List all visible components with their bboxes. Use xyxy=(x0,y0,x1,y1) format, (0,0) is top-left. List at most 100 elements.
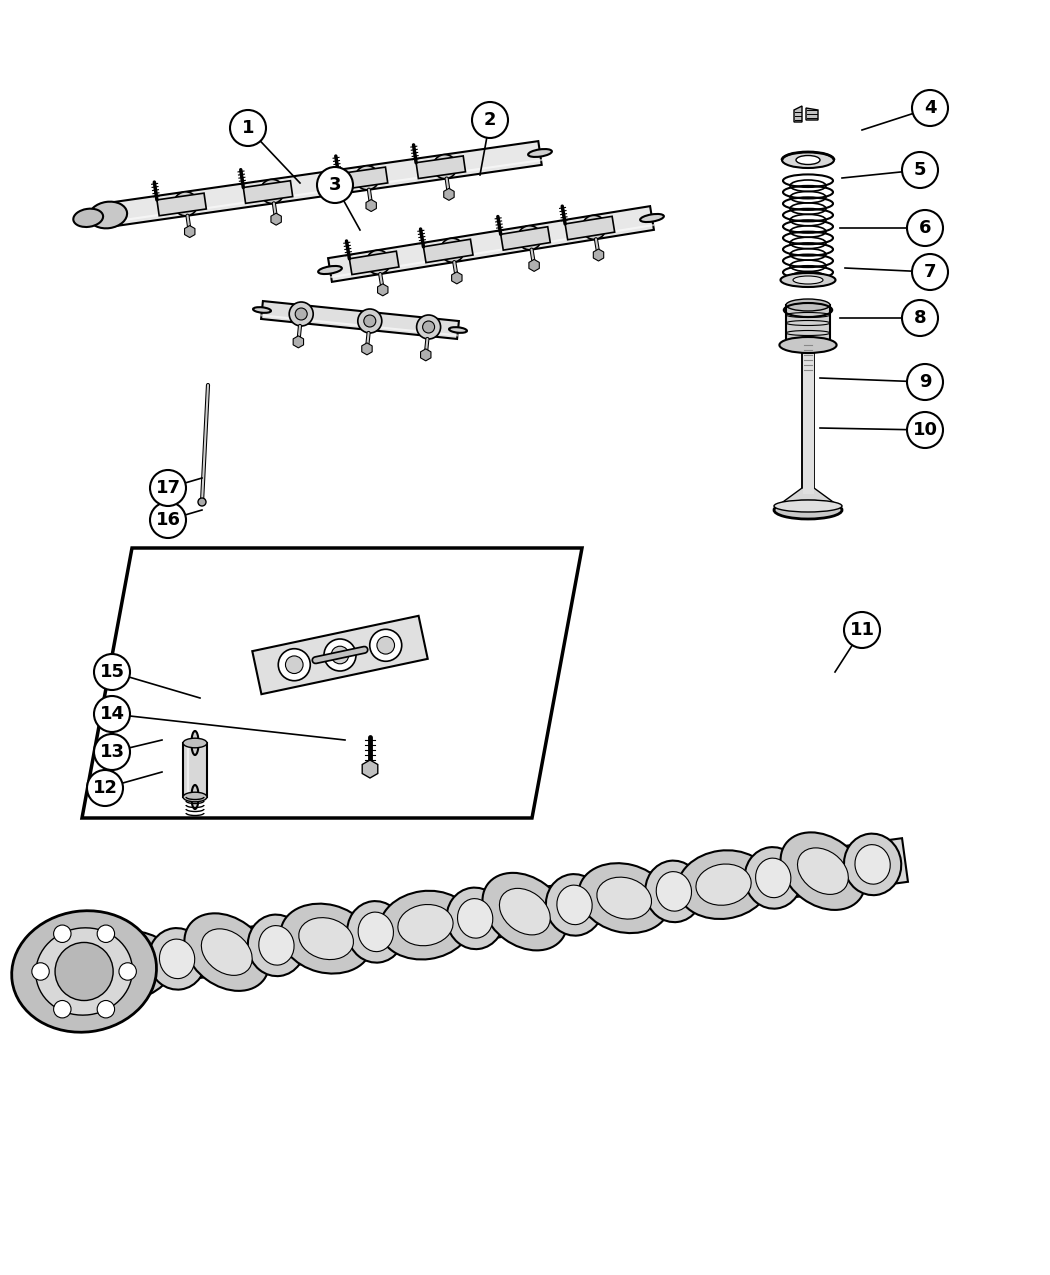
Circle shape xyxy=(912,91,948,126)
Circle shape xyxy=(907,412,943,448)
Text: 1: 1 xyxy=(242,119,254,136)
Ellipse shape xyxy=(379,891,471,960)
Circle shape xyxy=(366,250,391,274)
Ellipse shape xyxy=(844,834,901,895)
Circle shape xyxy=(94,696,130,732)
Circle shape xyxy=(907,210,943,246)
Text: 9: 9 xyxy=(919,374,931,391)
Ellipse shape xyxy=(556,885,592,924)
Ellipse shape xyxy=(202,929,252,975)
Circle shape xyxy=(94,654,130,690)
Polygon shape xyxy=(776,488,840,507)
Ellipse shape xyxy=(74,209,103,227)
Ellipse shape xyxy=(528,149,552,157)
Circle shape xyxy=(355,166,379,190)
Ellipse shape xyxy=(183,792,207,802)
Ellipse shape xyxy=(656,872,692,912)
Ellipse shape xyxy=(280,904,372,974)
Ellipse shape xyxy=(786,300,830,311)
Ellipse shape xyxy=(782,152,834,168)
Circle shape xyxy=(260,180,285,204)
Polygon shape xyxy=(416,156,465,178)
Polygon shape xyxy=(244,181,293,203)
Ellipse shape xyxy=(318,266,342,274)
Ellipse shape xyxy=(756,858,791,898)
Ellipse shape xyxy=(253,307,271,312)
Circle shape xyxy=(87,770,123,806)
Circle shape xyxy=(286,655,303,673)
Ellipse shape xyxy=(191,731,198,755)
Text: 8: 8 xyxy=(914,309,926,326)
Ellipse shape xyxy=(744,847,802,909)
Circle shape xyxy=(373,256,384,268)
Circle shape xyxy=(54,1001,71,1017)
Circle shape xyxy=(902,152,938,187)
Ellipse shape xyxy=(640,214,664,222)
Text: 6: 6 xyxy=(919,219,931,237)
Circle shape xyxy=(524,232,536,244)
Text: 10: 10 xyxy=(912,421,938,439)
Ellipse shape xyxy=(798,848,848,894)
Ellipse shape xyxy=(358,912,394,951)
Circle shape xyxy=(198,499,206,506)
Polygon shape xyxy=(106,142,542,227)
Ellipse shape xyxy=(398,904,454,946)
Circle shape xyxy=(150,470,186,506)
Ellipse shape xyxy=(446,887,504,949)
Circle shape xyxy=(422,321,435,333)
Circle shape xyxy=(266,185,278,198)
Ellipse shape xyxy=(596,877,652,919)
Text: 16: 16 xyxy=(155,511,181,529)
Circle shape xyxy=(446,245,459,256)
Polygon shape xyxy=(423,240,472,263)
Circle shape xyxy=(150,502,186,538)
Ellipse shape xyxy=(579,863,670,933)
Ellipse shape xyxy=(258,926,294,965)
Circle shape xyxy=(55,942,113,1001)
Ellipse shape xyxy=(449,328,467,333)
Ellipse shape xyxy=(546,875,603,936)
Text: 7: 7 xyxy=(924,263,937,280)
Ellipse shape xyxy=(780,833,865,910)
Ellipse shape xyxy=(12,910,156,1033)
Polygon shape xyxy=(156,193,206,215)
Ellipse shape xyxy=(458,899,492,938)
Polygon shape xyxy=(328,207,654,282)
Ellipse shape xyxy=(160,940,194,979)
Text: 5: 5 xyxy=(914,161,926,179)
Ellipse shape xyxy=(677,850,770,919)
Circle shape xyxy=(377,636,395,654)
Polygon shape xyxy=(794,106,802,122)
Ellipse shape xyxy=(646,861,702,922)
Circle shape xyxy=(361,172,373,184)
Polygon shape xyxy=(350,251,399,274)
Text: 11: 11 xyxy=(849,621,875,639)
Ellipse shape xyxy=(696,864,751,905)
Circle shape xyxy=(289,302,313,326)
Circle shape xyxy=(417,315,441,339)
Circle shape xyxy=(518,226,542,250)
Ellipse shape xyxy=(36,928,132,1015)
Text: 17: 17 xyxy=(155,479,181,497)
Circle shape xyxy=(94,734,130,770)
Ellipse shape xyxy=(148,928,206,989)
Circle shape xyxy=(173,191,197,215)
Circle shape xyxy=(54,926,71,942)
Circle shape xyxy=(324,639,356,671)
Polygon shape xyxy=(806,108,818,120)
Circle shape xyxy=(180,198,192,210)
Circle shape xyxy=(370,630,402,662)
Circle shape xyxy=(32,963,49,980)
Polygon shape xyxy=(501,227,550,250)
Circle shape xyxy=(582,215,606,240)
Polygon shape xyxy=(183,743,207,797)
Circle shape xyxy=(472,102,508,138)
Circle shape xyxy=(358,309,382,333)
Circle shape xyxy=(278,649,310,681)
Ellipse shape xyxy=(97,212,120,219)
Ellipse shape xyxy=(82,931,173,1000)
Circle shape xyxy=(588,222,600,233)
Circle shape xyxy=(363,315,376,326)
Ellipse shape xyxy=(100,945,155,987)
Ellipse shape xyxy=(780,273,836,287)
